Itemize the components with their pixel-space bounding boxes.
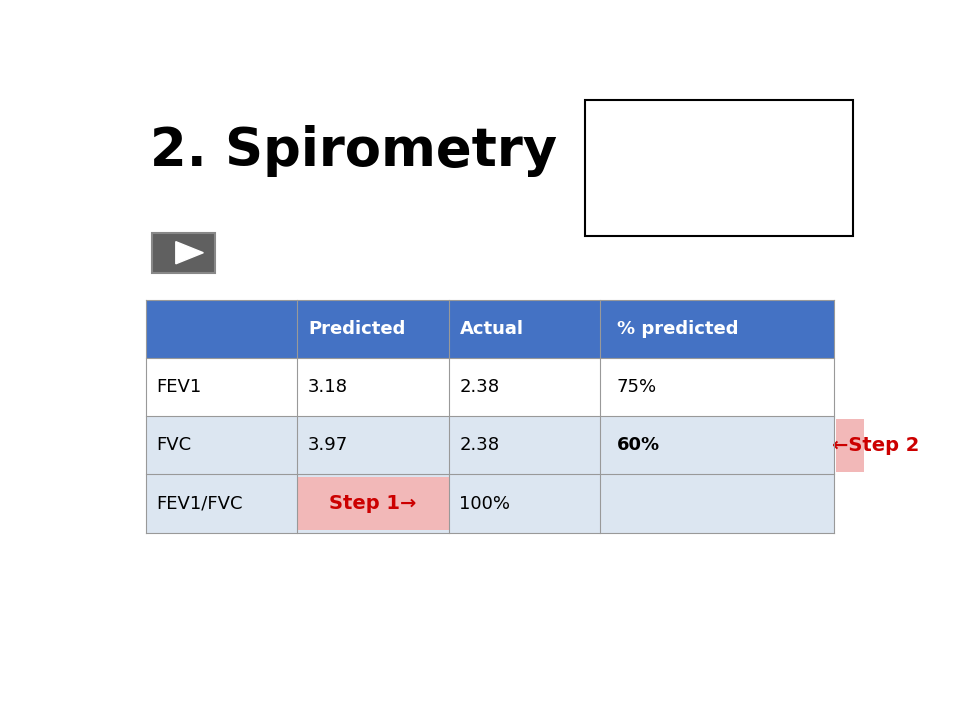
FancyBboxPatch shape [146,358,834,416]
Text: 3.97: 3.97 [308,436,348,454]
FancyBboxPatch shape [298,477,449,531]
Text: Investigations directive towards a
diagnosis of ILD: Investigations directive towards a diagn… [606,106,832,136]
Text: 2.38: 2.38 [460,436,499,454]
Text: 75%: 75% [616,378,657,396]
Text: 3.  Six minute walk test: 3. Six minute walk test [598,212,746,222]
Text: 2.38: 2.38 [460,378,499,396]
Text: 2. Spirometry: 2. Spirometry [150,125,557,177]
Text: Step 1→: Step 1→ [329,494,417,513]
Text: 100%: 100% [460,495,511,513]
Polygon shape [176,242,204,264]
FancyBboxPatch shape [146,474,834,533]
Text: 2.  Spirometry: 2. Spirometry [598,179,688,189]
Text: FVC: FVC [156,436,192,454]
Text: ←Step 2: ←Step 2 [832,436,920,455]
Text: Predicted: Predicted [308,320,405,338]
Text: 60%: 60% [616,436,660,454]
Text: 1.  Chest X ray: 1. Chest X ray [598,148,690,158]
FancyBboxPatch shape [146,300,834,358]
Text: FEV1/FVC: FEV1/FVC [156,495,243,513]
Text: Actual: Actual [460,320,523,338]
Text: % predicted: % predicted [616,320,738,338]
FancyBboxPatch shape [146,416,834,474]
FancyBboxPatch shape [152,233,215,273]
FancyBboxPatch shape [836,418,915,472]
Text: FEV1: FEV1 [156,378,202,396]
FancyBboxPatch shape [585,100,852,236]
Text: 3.18: 3.18 [308,378,348,396]
